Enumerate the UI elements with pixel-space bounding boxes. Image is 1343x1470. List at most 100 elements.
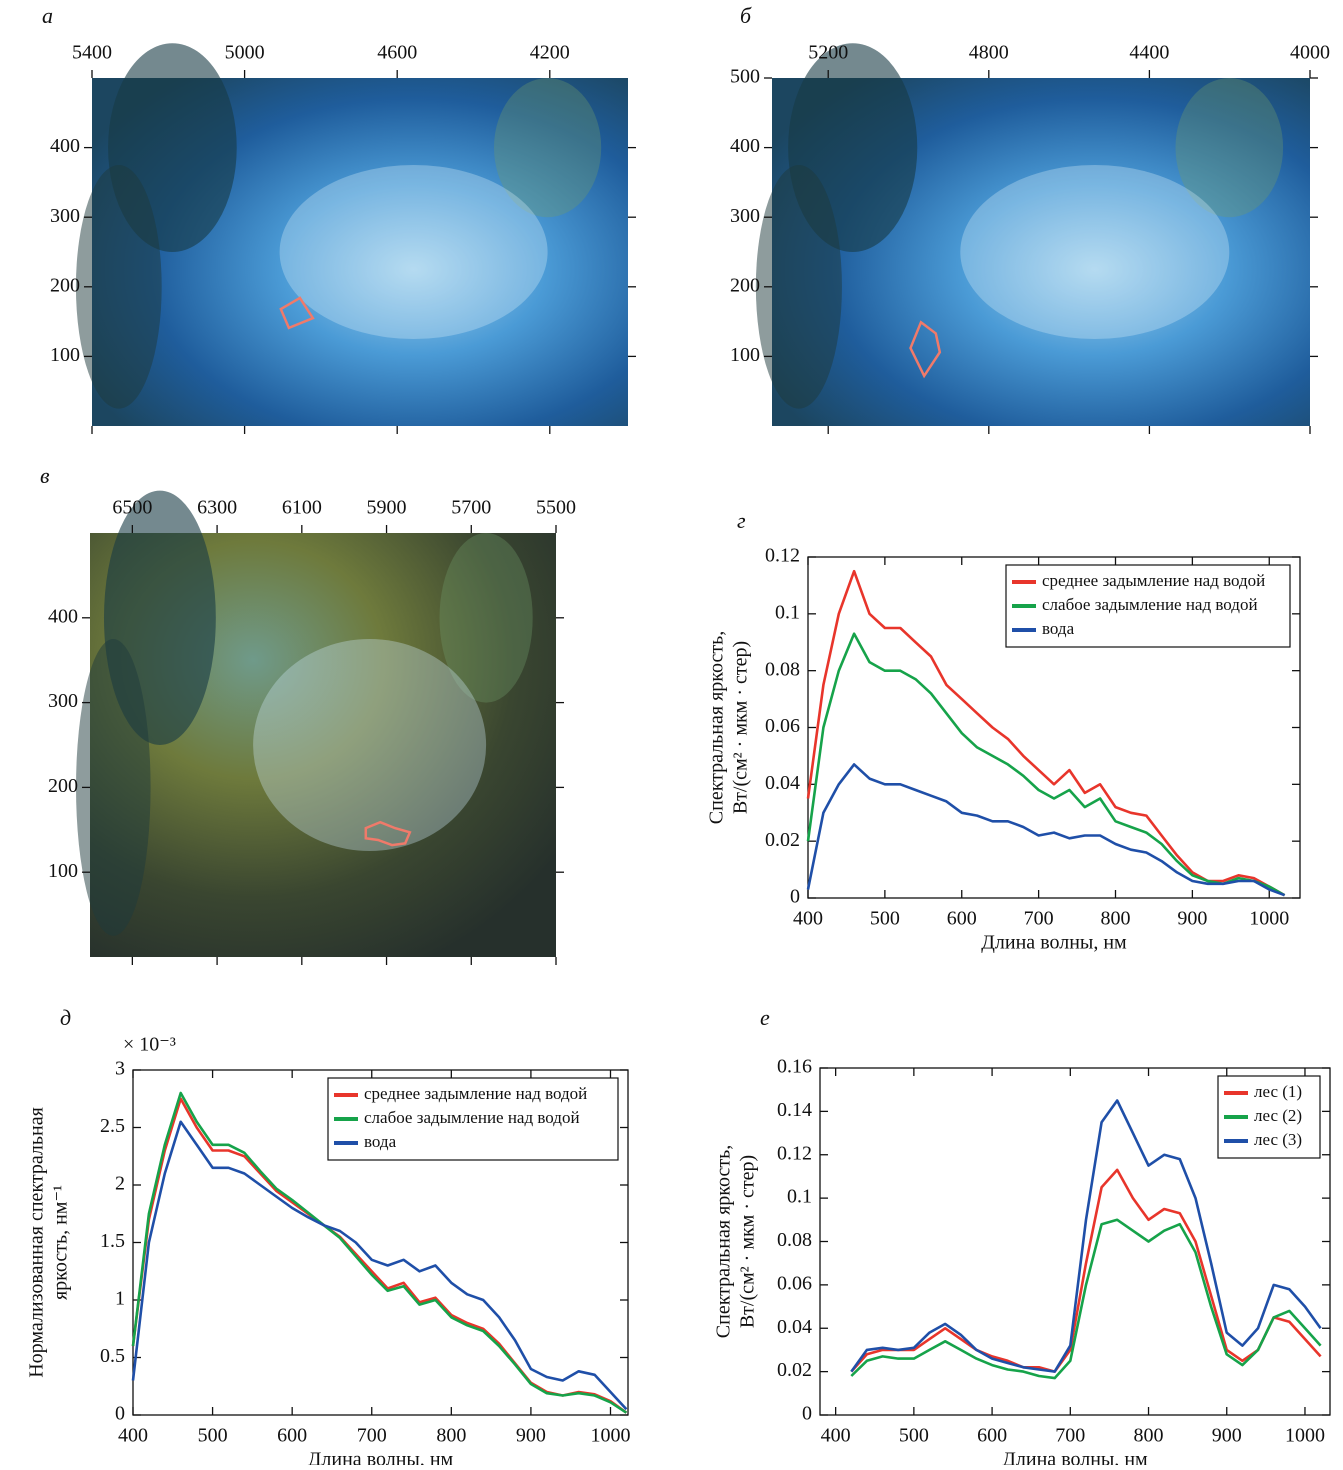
- panel: в 6500 6300 6100 5900 5700 5500 100 200 300 400: [40, 463, 576, 965]
- panel: б 5200 4800 4400 4000 100 200 300 400 500: [730, 3, 1330, 434]
- image-texture: [493, 78, 602, 218]
- x-tick-label: 6300: [197, 497, 237, 519]
- x-tick-label: 5400: [72, 42, 112, 64]
- x-tick-label: 700: [1024, 908, 1054, 930]
- series-line: [806, 632, 1286, 897]
- y-tick-label: 1.5: [100, 1230, 125, 1252]
- y-tick-label: 400: [50, 135, 80, 157]
- x-tick-label: 400: [821, 1425, 851, 1447]
- y-axis-label: Нормализованная спектральная: [26, 1107, 48, 1378]
- selected-region: [279, 296, 315, 330]
- x-tick-label: 1000: [1249, 908, 1289, 930]
- x-tick-label: 4600: [377, 42, 417, 64]
- x-tick-label: 4800: [969, 42, 1009, 64]
- x-tick-label: 700: [357, 1425, 387, 1447]
- y-tick-label: 1: [115, 1288, 125, 1310]
- y-tick-label: 0.06: [777, 1272, 812, 1294]
- x-tick-label: 700: [1055, 1425, 1085, 1447]
- y-tick-label: 300: [48, 690, 78, 712]
- selected-region: [909, 320, 942, 379]
- image-texture: [253, 639, 487, 851]
- y-tick-label: 0.04: [765, 772, 800, 794]
- series-line: [131, 1091, 628, 1414]
- y-tick-label: 0.1: [775, 601, 800, 623]
- y-tick-label: 400: [48, 605, 78, 627]
- legend-label: среднее задымление над водой: [1042, 571, 1265, 590]
- y-tick-label: 0.14: [777, 1099, 812, 1121]
- x-tick-label: 400: [793, 908, 823, 930]
- x-tick-label: 5700: [451, 497, 491, 519]
- image-texture: [755, 164, 842, 409]
- series-line: [131, 1120, 628, 1411]
- x-tick-label: 500: [870, 908, 900, 930]
- x-tick-label: 500: [198, 1425, 228, 1447]
- y-tick-label: 0.08: [777, 1229, 812, 1251]
- series-line: [850, 1168, 1322, 1373]
- y-axis-label: Вт/(см² · мкм · стер): [737, 1155, 759, 1328]
- y-tick-label: 0.02: [777, 1359, 812, 1381]
- legend-label: лес (1): [1254, 1082, 1302, 1101]
- legend-label: слабое задымление над водой: [1042, 595, 1258, 614]
- legend-label: слабое задымление над водой: [364, 1108, 580, 1127]
- y-tick-label: 0.16: [777, 1056, 812, 1078]
- y-tick-label: 300: [50, 205, 80, 227]
- x-tick-label: 800: [1101, 908, 1131, 930]
- x-tick-label: 600: [947, 908, 977, 930]
- image-texture: [75, 164, 162, 409]
- legend-box: [1005, 564, 1291, 648]
- legend-label: лес (3): [1254, 1130, 1302, 1149]
- legend-label: вода: [364, 1132, 397, 1151]
- y-tick-label: 0.02: [765, 829, 800, 851]
- y-tick-label: 100: [50, 344, 80, 366]
- x-tick-label: 1000: [1285, 1425, 1325, 1447]
- y-tick-label: 0.5: [100, 1345, 125, 1367]
- x-tick-label: 900: [1177, 908, 1207, 930]
- y-tick-label: 200: [730, 274, 760, 296]
- image-texture: [76, 639, 151, 936]
- x-axis-label: Длина волны, нм: [1002, 1449, 1148, 1465]
- panel-label: д: [60, 1005, 71, 1030]
- x-tick-label: 800: [1134, 1425, 1164, 1447]
- y-axis-label: Вт/(см² · мкм · стер): [730, 641, 752, 814]
- y-tick-label: 0.12: [777, 1142, 812, 1164]
- y-axis-label: яркость, нм⁻¹: [50, 1185, 72, 1300]
- image-texture: [439, 533, 533, 703]
- x-tick-label: 4400: [1129, 42, 1169, 64]
- x-tick-label: 5900: [367, 497, 407, 519]
- x-tick-label: 600: [277, 1425, 307, 1447]
- legend: среднее задымление над водой слабое задым…: [1005, 564, 1291, 648]
- panel-label: в: [40, 463, 50, 488]
- y-tick-label: 3: [115, 1058, 125, 1080]
- y-tick-label: 500: [730, 66, 760, 88]
- image-texture: [279, 165, 548, 339]
- y-tick-label: 0.12: [765, 545, 800, 567]
- y-tick-label: 300: [730, 205, 760, 227]
- selected-region: [364, 820, 412, 847]
- x-tick-label: 600: [977, 1425, 1007, 1447]
- x-tick-label: 900: [516, 1425, 546, 1447]
- x-tick-label: 6100: [282, 497, 322, 519]
- y-tick-label: 0.1: [787, 1186, 812, 1208]
- x-tick-label: 4000: [1290, 42, 1330, 64]
- x-tick-label: 500: [899, 1425, 929, 1447]
- y-tick-label: 0: [790, 886, 800, 908]
- panel: г 400 500 600 700 800 900 1000 0 0.02 0.04 0.06 0.08…: [706, 508, 1301, 954]
- panel: д 400 500 600 700 800 900 1000 0 0.5 1 1.5 2 2.5 3 Длин…: [26, 1005, 631, 1470]
- image-texture: [1175, 78, 1284, 218]
- y-tick-label: 0.06: [765, 715, 800, 737]
- series-line: [850, 1099, 1322, 1373]
- legend: среднее задымление над водой слабое задым…: [327, 1077, 619, 1161]
- legend-label: среднее задымление над водой: [364, 1084, 587, 1103]
- x-tick-label: 5000: [225, 42, 265, 64]
- x-tick-label: 400: [118, 1425, 148, 1447]
- panel: е 400 500 600 700 800 900 1000 0 0.02 0.04 0.06 0.08…: [713, 1005, 1331, 1470]
- panel-label: а: [42, 3, 53, 28]
- legend: лес (1) лес (2) лес (3): [1217, 1075, 1321, 1159]
- series-line: [850, 1218, 1322, 1380]
- x-tick-label: 5200: [808, 42, 848, 64]
- panel-label: г: [737, 508, 746, 533]
- y-tick-label: 0.08: [765, 658, 800, 680]
- y-tick-label: 200: [48, 775, 78, 797]
- y-tick-label: 200: [50, 274, 80, 296]
